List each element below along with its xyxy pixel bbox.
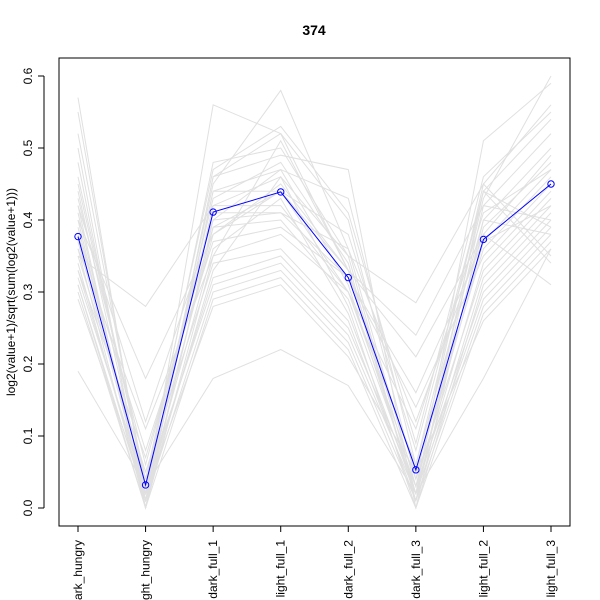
background-series-line-29 bbox=[77, 154, 552, 509]
highlight-point-light_hungry bbox=[141, 481, 150, 489]
y-tick-label: 0.6 bbox=[21, 67, 35, 84]
background-series-line-25 bbox=[77, 169, 552, 501]
background-series-line-16 bbox=[77, 219, 552, 496]
highlight-series-line bbox=[77, 183, 552, 487]
highlight-point-light_full_1 bbox=[277, 188, 285, 196]
x-tick-label-light_full_2: light_full_2 bbox=[476, 540, 490, 598]
y-axis: 0.0 0.1 0.2 0.3 0.4 0.5 0.6 bbox=[21, 67, 45, 516]
y-tick-label: 0.1 bbox=[21, 427, 35, 444]
background-series-line-20 bbox=[77, 248, 552, 496]
background-series-line-14 bbox=[77, 205, 552, 503]
highlight-point-light_full_3 bbox=[547, 180, 555, 188]
x-axis: ark_hungry ght_hungry dark_full_1 light_ful… bbox=[71, 525, 558, 600]
x-tick-label-dark_full_1: dark_full_1 bbox=[206, 540, 220, 599]
y-axis-label: log2(value+1)/sqrt(sum(log2(value+1))) bbox=[4, 188, 18, 396]
highlight-point-dark_hungry bbox=[74, 232, 82, 241]
background-series-line-10 bbox=[77, 176, 552, 489]
highlight-series-group bbox=[74, 180, 555, 489]
highlight-point-dark_full_1 bbox=[209, 208, 217, 216]
x-tick-label-light_hungry: ght_hungry bbox=[139, 540, 153, 600]
background-series-line-11 bbox=[77, 183, 552, 453]
background-series-line-23 bbox=[77, 139, 552, 431]
highlight-point-dark_full_3 bbox=[412, 466, 420, 474]
background-series-line-26 bbox=[77, 111, 552, 480]
y-tick-label: 0.3 bbox=[21, 283, 35, 300]
background-series-group bbox=[77, 75, 552, 510]
highlight-point-light_full_2 bbox=[479, 235, 488, 244]
y-tick-label: 0.4 bbox=[21, 211, 35, 228]
highlight-point-dark_full_2 bbox=[344, 273, 352, 282]
background-series-line-27 bbox=[77, 169, 552, 460]
background-series-line-21 bbox=[77, 176, 552, 308]
chart-title: 374 bbox=[302, 22, 326, 38]
y-tick-label: 0.5 bbox=[21, 139, 35, 156]
y-tick-label: 0.2 bbox=[21, 355, 35, 372]
x-tick-label-light_full_1: light_full_1 bbox=[274, 540, 288, 598]
x-tick-label-dark_full_2: dark_full_2 bbox=[341, 540, 355, 599]
background-series-line-22 bbox=[77, 190, 552, 380]
y-tick-label: 0.0 bbox=[21, 499, 35, 516]
background-series-line-24 bbox=[77, 248, 552, 495]
background-series-line-18 bbox=[77, 234, 552, 503]
x-tick-label-dark_hungry: ark_hungry bbox=[71, 540, 85, 600]
x-tick-label-light_full_3: light_full_3 bbox=[544, 540, 558, 598]
x-tick-label-dark_full_3: dark_full_3 bbox=[409, 540, 423, 599]
